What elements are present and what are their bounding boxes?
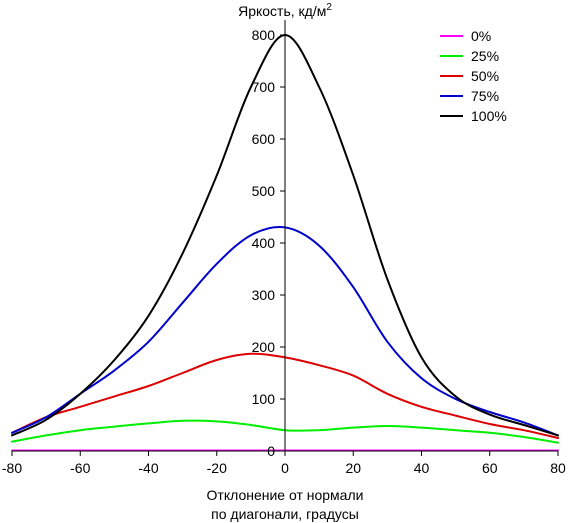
y-tick-label: 200: [252, 339, 276, 355]
y-tick-label: 300: [252, 287, 276, 303]
x-tick-label: 40: [414, 460, 430, 476]
y-axis-title: Яркость, кд/м2: [238, 2, 332, 19]
x-tick-label: 80: [550, 460, 566, 476]
y-tick-label: 100: [252, 391, 276, 407]
y-tick-label: 800: [252, 27, 276, 43]
x-ticks: -80 -60 -40 -20 0 20 40 60 80 0: [2, 443, 566, 476]
y-tick-label: 400: [252, 235, 276, 251]
legend-label: 50%: [471, 68, 499, 84]
y-tick-label: 600: [252, 131, 276, 147]
x-tick-label: -80: [2, 460, 22, 476]
x-tick-label: 0: [281, 460, 289, 476]
legend-label: 100%: [471, 108, 507, 124]
legend-label: 25%: [471, 48, 499, 64]
y-tick-label: 0: [267, 443, 275, 459]
x-axis-title-line1: Отклонение от нормали: [207, 487, 364, 503]
x-tick-label: -40: [138, 460, 158, 476]
x-tick-label: -60: [70, 460, 90, 476]
y-tick-label: 500: [252, 183, 276, 199]
y-tick-label: 700: [252, 79, 276, 95]
y-axis-title-base: Яркость, кд/м: [238, 3, 326, 19]
x-tick-label: 20: [345, 460, 361, 476]
legend-label: 0%: [471, 28, 491, 44]
legend: 0% 25% 50% 75% 100%: [440, 28, 507, 124]
y-ticks: 100 200 300 400 500 600 700 800: [252, 27, 285, 407]
x-tick-label: 60: [482, 460, 498, 476]
x-axis-title-line2: по диагонали, градусы: [211, 506, 359, 522]
legend-label: 75%: [471, 88, 499, 104]
y-axis-title-superscript: 2: [326, 2, 332, 13]
x-tick-label: -20: [207, 460, 227, 476]
